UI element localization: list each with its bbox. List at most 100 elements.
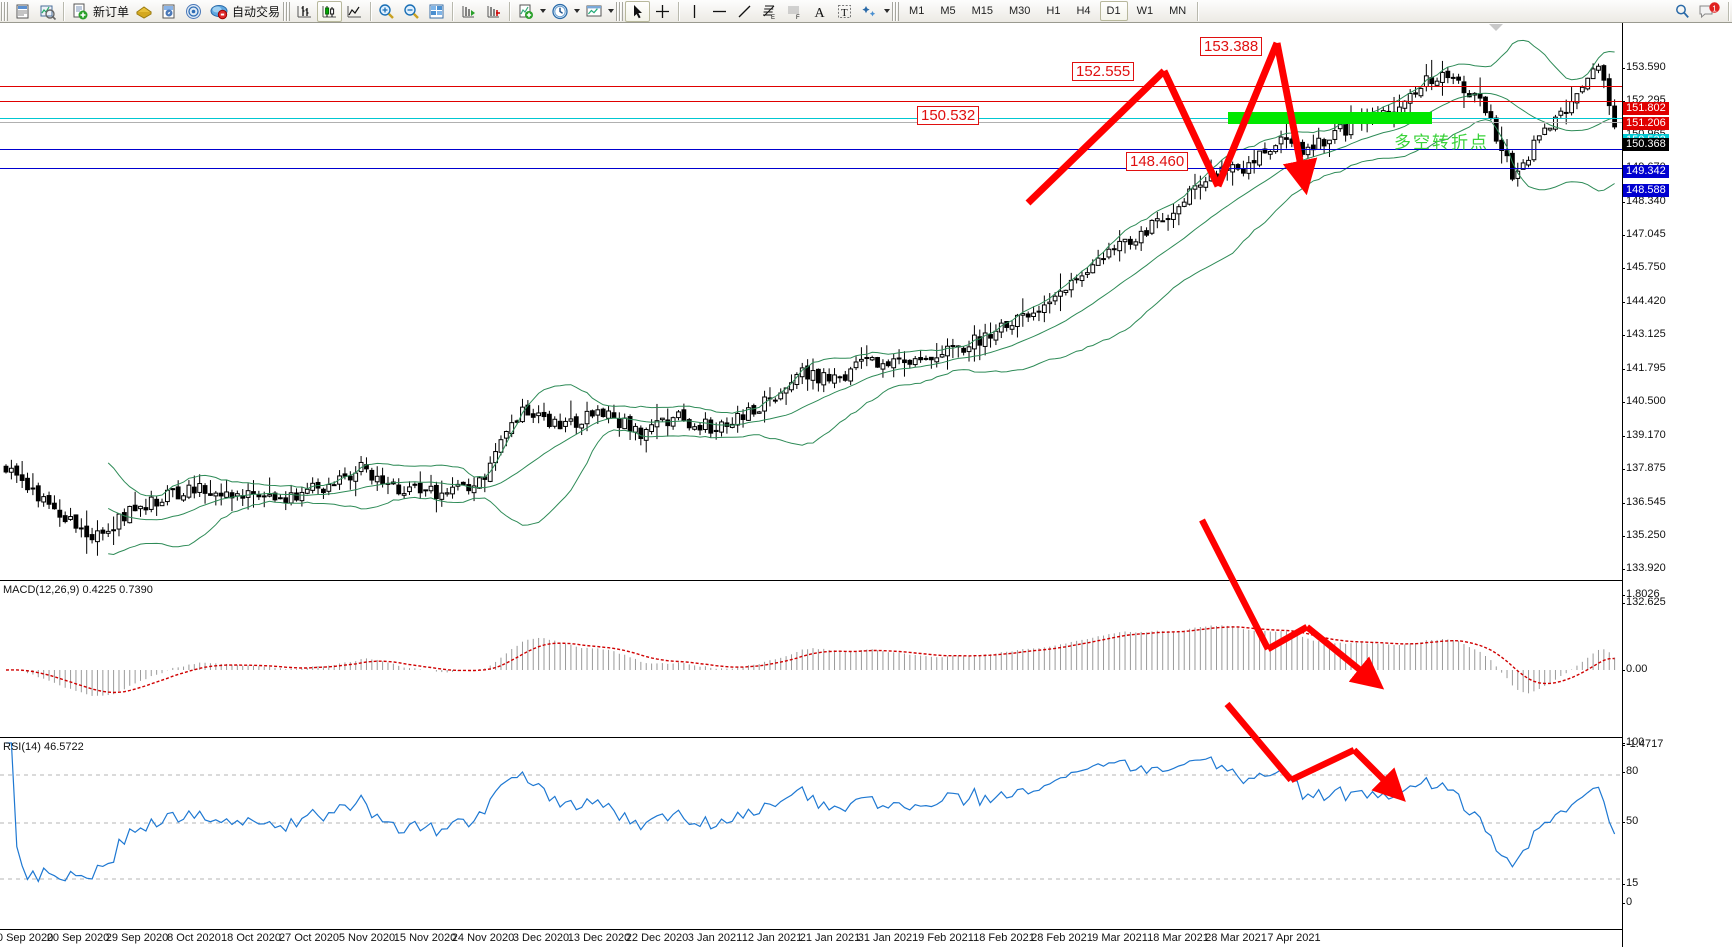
text-label-icon[interactable]: T bbox=[832, 1, 857, 22]
price-tag: 151.802 bbox=[1623, 102, 1669, 115]
date-label: 29 Sep 2020 bbox=[105, 932, 169, 944]
date-label: 18 Oct 2020 bbox=[221, 932, 281, 944]
price-axis[interactable]: 153.590152.295150.965149.670148.340147.0… bbox=[1621, 23, 1732, 947]
timeframe-w1[interactable]: W1 bbox=[1136, 5, 1154, 17]
toolbar-separator-4 bbox=[509, 1, 511, 21]
shapes-dropdown-arrow[interactable] bbox=[882, 1, 891, 22]
channel-icon[interactable]: F bbox=[782, 1, 807, 22]
auto-scroll-icon[interactable] bbox=[456, 1, 481, 22]
text-icon[interactable]: A bbox=[807, 1, 832, 22]
price-chart-pane[interactable] bbox=[0, 23, 1622, 580]
price-chart-svg bbox=[3, 39, 1618, 556]
templates-dropdown-arrow[interactable] bbox=[606, 1, 615, 22]
new-order-label[interactable]: 新订单 bbox=[93, 4, 130, 19]
macd-tick: -1.4717 bbox=[1621, 738, 1664, 750]
search-icon[interactable] bbox=[1670, 1, 1695, 22]
chart-new-icon[interactable] bbox=[10, 1, 35, 22]
date-label: 21 Jan 2021 bbox=[799, 932, 861, 944]
period-dropdown-arrow[interactable] bbox=[572, 1, 581, 22]
timeframe-m1[interactable]: M1 bbox=[909, 5, 925, 17]
chart-shift-marker-icon[interactable] bbox=[1489, 24, 1503, 31]
fibonacci-icon[interactable]: E bbox=[757, 1, 782, 22]
timeframe-m30[interactable]: M30 bbox=[1009, 5, 1031, 17]
autotrading-label[interactable]: 自动交易 bbox=[232, 4, 281, 19]
price-tick: 139.170 bbox=[1622, 429, 1666, 441]
price-tick: 145.750 bbox=[1622, 261, 1666, 273]
price-tag: 151.206 bbox=[1623, 117, 1669, 130]
date-label: 13 Dec 2020 bbox=[567, 932, 631, 944]
price-tick: 153.590 bbox=[1622, 61, 1666, 73]
date-label: 9 Mar 2021 bbox=[1092, 932, 1148, 944]
price-tag: 148.588 bbox=[1623, 184, 1669, 197]
new-order-icon[interactable] bbox=[67, 1, 92, 22]
period-icon[interactable] bbox=[547, 1, 572, 22]
cursor-icon[interactable] bbox=[625, 0, 651, 22]
rsi-pane[interactable] bbox=[0, 701, 1622, 929]
toolbar-grip-4[interactable] bbox=[892, 1, 900, 21]
toolbar-separator-6 bbox=[1197, 1, 1199, 21]
timeframe-d1[interactable]: D1 bbox=[1099, 1, 1128, 21]
macd-chart-svg bbox=[5, 518, 1616, 696]
price-tick: 144.420 bbox=[1622, 295, 1666, 307]
date-label: 9 Feb 2021 bbox=[918, 932, 974, 944]
rsi-tick: 15 bbox=[1621, 877, 1639, 889]
timeframe-m5[interactable]: M5 bbox=[940, 5, 956, 17]
bar-chart-icon[interactable] bbox=[292, 1, 317, 22]
zoom-in-icon[interactable] bbox=[374, 1, 399, 22]
line-chart-icon[interactable] bbox=[342, 1, 367, 22]
date-label: 24 Nov 2020 bbox=[451, 932, 515, 944]
macd-arrow-annotations bbox=[1199, 518, 1385, 690]
indicators-dropdown-arrow[interactable] bbox=[538, 1, 547, 22]
date-label: 10 Sep 2020 bbox=[0, 932, 54, 944]
autotrading-icon[interactable] bbox=[206, 1, 231, 22]
date-label: 28 Feb 2021 bbox=[1031, 932, 1093, 944]
alerts-icon[interactable]: 1 bbox=[1695, 1, 1725, 22]
chart-template-icon[interactable] bbox=[35, 1, 60, 22]
timeframe-m15[interactable]: M15 bbox=[971, 5, 993, 17]
date-label: 18 Feb 2021 bbox=[973, 932, 1035, 944]
svg-text:F: F bbox=[796, 15, 800, 21]
price-tick: 137.875 bbox=[1622, 462, 1666, 474]
toolbar-grip[interactable] bbox=[1, 1, 8, 21]
trendline-icon[interactable] bbox=[732, 1, 757, 22]
macd-pane[interactable] bbox=[0, 518, 1622, 737]
price-tag: 149.342 bbox=[1623, 165, 1669, 178]
macd-histogram bbox=[10, 625, 1616, 696]
data-window-icon[interactable] bbox=[424, 1, 449, 22]
rsi-tick: 80 bbox=[1621, 765, 1639, 777]
indicators-icon[interactable] bbox=[513, 1, 538, 22]
price-tick: 147.045 bbox=[1622, 228, 1666, 240]
rsi-tick: 100 bbox=[1621, 736, 1645, 748]
toolbar-grip-3[interactable] bbox=[616, 1, 624, 21]
vertical-line-icon[interactable] bbox=[682, 1, 707, 22]
signals-icon[interactable] bbox=[181, 1, 206, 22]
macd-signal-line bbox=[5, 626, 1615, 694]
chart-shift-icon[interactable] bbox=[481, 1, 506, 22]
price-tick: 133.920 bbox=[1622, 562, 1666, 574]
date-label: 7 Apr 2021 bbox=[1267, 932, 1321, 944]
expert-advisors-icon[interactable] bbox=[131, 1, 156, 22]
main-toolbar: 新订单 自动交易 bbox=[0, 0, 1732, 23]
toolbar-separator bbox=[63, 1, 64, 21]
timeframe-mn[interactable]: MN bbox=[1169, 5, 1187, 17]
zoom-out-icon[interactable] bbox=[399, 1, 424, 22]
toolbar-grip-2[interactable] bbox=[283, 1, 291, 21]
timeframe-h4[interactable]: H4 bbox=[1076, 5, 1091, 17]
timeframe-h1[interactable]: H1 bbox=[1046, 5, 1061, 17]
rsi-chart-svg bbox=[0, 701, 1622, 883]
svg-text:A: A bbox=[815, 6, 826, 21]
templates-icon[interactable] bbox=[581, 1, 606, 22]
date-label: 22 Dec 2020 bbox=[625, 932, 689, 944]
price-tick: 148.340 bbox=[1622, 195, 1666, 207]
toolbar-separator-5 bbox=[678, 1, 680, 21]
svg-text:T: T bbox=[841, 7, 848, 19]
horizontal-line-icon[interactable] bbox=[707, 1, 732, 22]
date-label: 3 Dec 2020 bbox=[512, 932, 570, 944]
crosshair-icon[interactable] bbox=[650, 1, 675, 22]
candlestick-chart-icon[interactable] bbox=[317, 0, 343, 22]
macd-label: MACD(12,26,9) 0.4225 0.7390 bbox=[3, 584, 153, 596]
navigator-icon[interactable] bbox=[156, 1, 181, 22]
bollinger-middle bbox=[107, 92, 1615, 521]
shapes-icon[interactable] bbox=[857, 1, 882, 22]
